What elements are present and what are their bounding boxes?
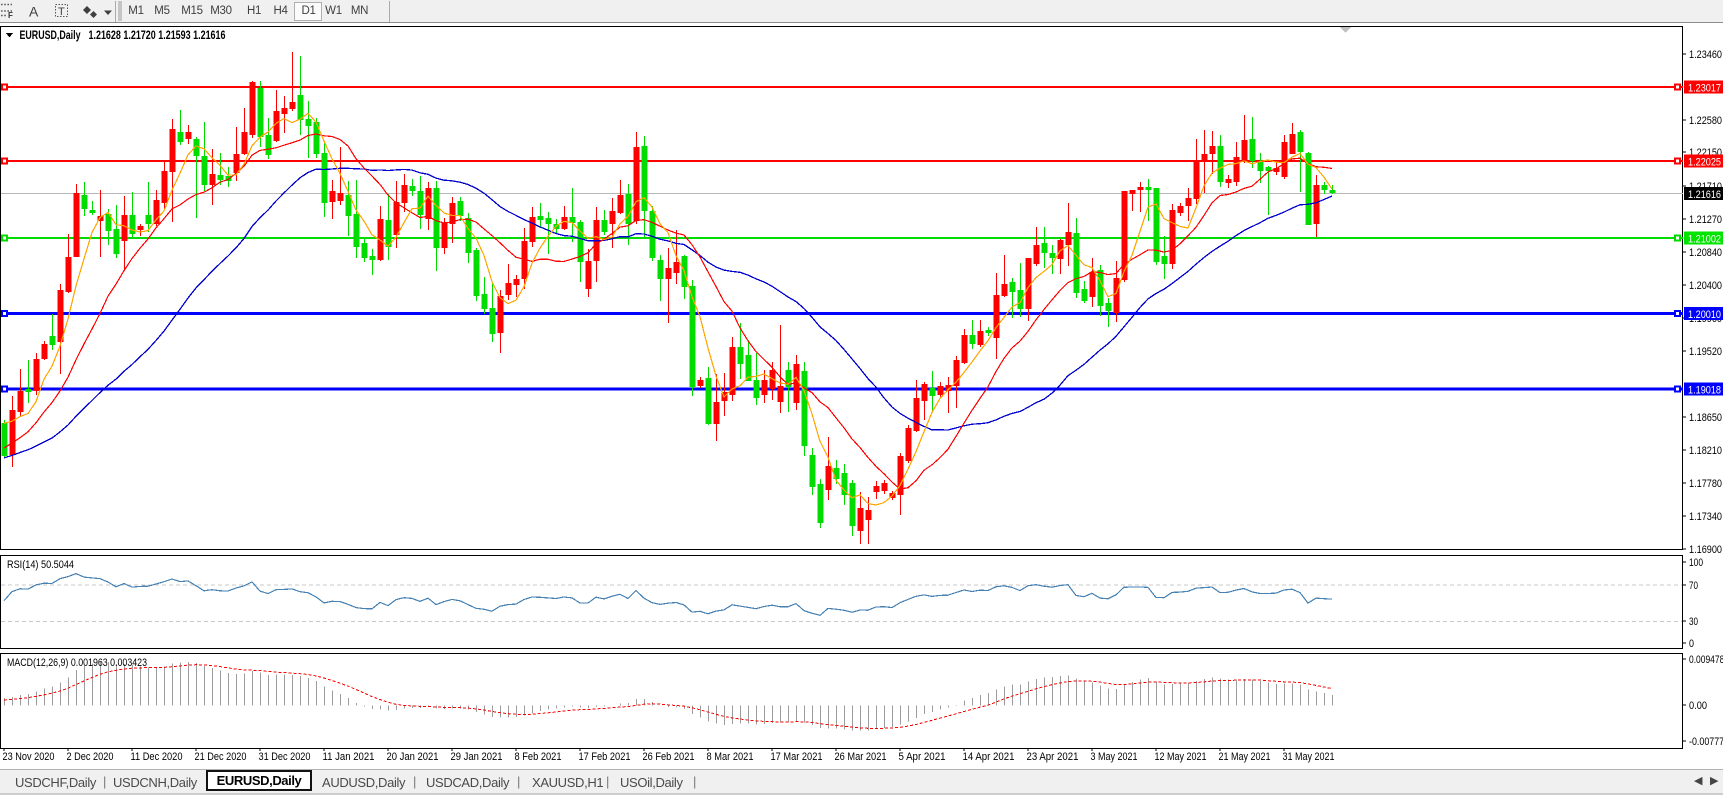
svg-text:1.18650: 1.18650: [1689, 412, 1722, 424]
svg-text:5 Apr 2021: 5 Apr 2021: [899, 751, 946, 763]
svg-text:1.21002: 1.21002: [1688, 234, 1721, 246]
svg-text:3 May 2021: 3 May 2021: [1091, 751, 1138, 763]
svg-text:12 May 2021: 12 May 2021: [1155, 751, 1207, 763]
svg-text:1.23460: 1.23460: [1689, 49, 1722, 61]
svg-text:1.20840: 1.20840: [1689, 247, 1722, 259]
svg-text:17 Mar 2021: 17 Mar 2021: [771, 751, 823, 763]
svg-text:17 Feb 2021: 17 Feb 2021: [579, 751, 631, 763]
svg-text:RSI(14) 50.5044: RSI(14) 50.5044: [7, 559, 74, 571]
svg-text:11 Dec 2020: 11 Dec 2020: [131, 751, 183, 763]
svg-text:20 Jan 2021: 20 Jan 2021: [387, 751, 439, 763]
svg-text:1.21628 1.21720 1.21593 1.2161: 1.21628 1.21720 1.21593 1.21616: [89, 30, 226, 42]
svg-text:21 May 2021: 21 May 2021: [1219, 751, 1271, 763]
svg-text:0.0094785: 0.0094785: [1689, 654, 1723, 666]
svg-text:8 Mar 2021: 8 Mar 2021: [707, 751, 754, 763]
svg-text:0.00: 0.00: [1689, 700, 1707, 712]
svg-text:100: 100: [1689, 557, 1703, 569]
svg-text:1.23017: 1.23017: [1688, 83, 1721, 95]
svg-text:23 Nov 2020: 23 Nov 2020: [3, 751, 55, 763]
svg-text:-0.0077705: -0.0077705: [1689, 736, 1723, 748]
svg-text:26 Feb 2021: 26 Feb 2021: [643, 751, 695, 763]
svg-text:11 Jan 2021: 11 Jan 2021: [323, 751, 375, 763]
svg-text:2 Dec 2020: 2 Dec 2020: [67, 751, 114, 763]
svg-text:21 Dec 2020: 21 Dec 2020: [195, 751, 247, 763]
svg-text:A: A: [29, 4, 39, 20]
svg-text:1.17340: 1.17340: [1689, 511, 1722, 523]
svg-text:26 Mar 2021: 26 Mar 2021: [835, 751, 887, 763]
svg-text:29 Jan 2021: 29 Jan 2021: [451, 751, 503, 763]
svg-text:T: T: [58, 6, 65, 18]
svg-text:1.16900: 1.16900: [1689, 544, 1722, 556]
svg-text:8 Feb 2021: 8 Feb 2021: [515, 751, 562, 763]
svg-text:1.18210: 1.18210: [1689, 445, 1722, 457]
svg-text:1.21270: 1.21270: [1689, 214, 1722, 226]
svg-text:1.19018: 1.19018: [1688, 385, 1721, 397]
svg-text:EURUSD,Daily: EURUSD,Daily: [20, 30, 81, 42]
svg-text:14 Apr 2021: 14 Apr 2021: [963, 751, 1015, 763]
svg-text:1.22025: 1.22025: [1688, 157, 1721, 169]
svg-text:F: F: [8, 11, 13, 20]
svg-text:MACD(12,26,9) 0.001963 0.00342: MACD(12,26,9) 0.001963 0.003423: [7, 657, 147, 669]
svg-text:0: 0: [1689, 638, 1694, 650]
svg-text:23 Apr 2021: 23 Apr 2021: [1027, 751, 1079, 763]
svg-text:1.22580: 1.22580: [1689, 115, 1722, 127]
svg-text:1.20010: 1.20010: [1688, 309, 1721, 321]
svg-text:70: 70: [1689, 580, 1698, 592]
svg-text:1.19520: 1.19520: [1689, 346, 1722, 358]
svg-text:31 May 2021: 31 May 2021: [1283, 751, 1335, 763]
svg-text:1.21616: 1.21616: [1688, 189, 1721, 201]
svg-text:30: 30: [1689, 616, 1698, 628]
svg-text:1.17780: 1.17780: [1689, 478, 1722, 490]
svg-text:1.20400: 1.20400: [1689, 280, 1722, 292]
svg-text:31 Dec 2020: 31 Dec 2020: [259, 751, 311, 763]
